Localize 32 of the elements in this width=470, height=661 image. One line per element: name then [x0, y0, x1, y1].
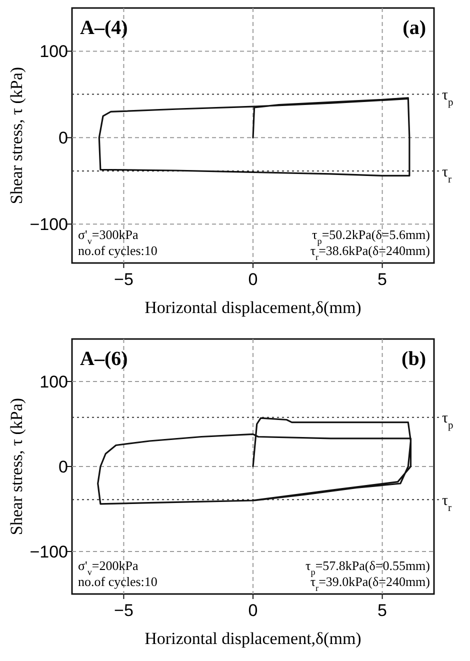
annotation: σ'$_{v}$=200kPa — [78, 558, 138, 577]
x-tick-label: 0 — [248, 601, 258, 620]
annotation: A–(4) — [80, 17, 128, 39]
y-tick-label: 100 — [40, 42, 68, 62]
annotation: σ'$_{v}$=300kPa — [78, 227, 138, 246]
annotation: no.of cycles:10 — [78, 574, 158, 589]
y-tick-label: −100 — [30, 542, 68, 562]
x-tick-label: 0 — [248, 270, 258, 289]
x-axis-title: Horizontal displacement,δ(mm) — [144, 629, 362, 648]
y-tick-label: 0 — [58, 128, 68, 148]
ref-line-label: τ$_{p}$ — [442, 410, 454, 432]
ref-line-label: τ$_{r}$ — [442, 164, 452, 185]
ref-line-label: τ$_{p}$ — [442, 88, 454, 108]
y-tick-label: 0 — [58, 457, 68, 476]
annotation: (a) — [402, 17, 426, 39]
y-tick-label: −100 — [30, 215, 68, 234]
annotation: τ$_{p}$=50.2kPa(δ=5.6mm) — [312, 227, 430, 246]
annotation: τ$_{p}$=57.8kPa(δ=0.55mm) — [306, 558, 430, 577]
y-tick-label: 100 — [40, 372, 68, 392]
ref-line-label: τ$_{r}$ — [442, 492, 452, 514]
x-axis-title: Horizontal displacement,δ(mm) — [144, 298, 362, 317]
y-axis-title: Shear stress, τ (kPa) — [7, 66, 26, 204]
x-tick-label: 5 — [378, 601, 388, 620]
line-series — [97, 417, 412, 505]
annotation: A–(6) — [80, 348, 128, 370]
line-series — [98, 97, 410, 176]
y-axis-title: Shear stress, τ (kPa) — [7, 398, 26, 536]
annotation: no.of cycles:10 — [78, 243, 158, 258]
x-tick-label: −5 — [114, 601, 134, 620]
x-tick-label: −5 — [114, 270, 134, 289]
annotation: (b) — [402, 348, 426, 370]
x-tick-label: 5 — [378, 270, 388, 289]
